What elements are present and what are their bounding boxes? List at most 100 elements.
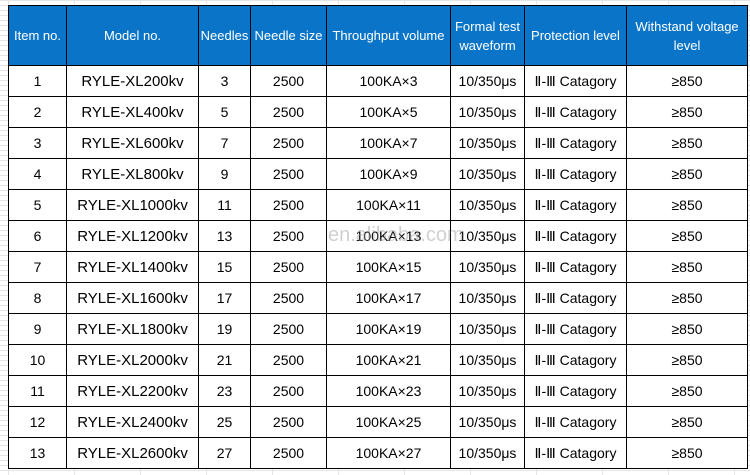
table-cell: RYLE-XL2400kv bbox=[66, 406, 199, 438]
table-cell: 10/350μs bbox=[450, 127, 525, 159]
header-cell: Item no. bbox=[8, 5, 67, 66]
table-cell: RYLE-XL200kv bbox=[66, 65, 199, 97]
table-row: 13 RYLE-XL2600kv 27 2500 100KA×27 10/350μs Ⅱ-Ⅲ… bbox=[8, 437, 748, 469]
table-cell: Ⅱ-Ⅲ Catagory bbox=[524, 127, 627, 159]
table-cell: 10/350μs bbox=[450, 313, 525, 345]
table-cell: 21 bbox=[198, 344, 251, 376]
table-cell: 100KA×9 bbox=[326, 158, 451, 190]
table-cell: 10/350μs bbox=[450, 282, 525, 314]
table-cell: 10/350μs bbox=[450, 344, 525, 376]
table-cell: RYLE-XL1000kv bbox=[66, 189, 199, 221]
table-cell: 11 bbox=[198, 189, 251, 221]
table-cell: 10/350μs bbox=[450, 96, 525, 128]
table-cell: Ⅱ-Ⅲ Catagory bbox=[524, 313, 627, 345]
table-cell: ≥850 bbox=[626, 127, 748, 159]
table-cell: ≥850 bbox=[626, 344, 748, 376]
table-cell: 10/350μs bbox=[450, 65, 525, 97]
table-cell: 3 bbox=[8, 127, 67, 159]
table-cell: 19 bbox=[198, 313, 251, 345]
table-cell: 100KA×15 bbox=[326, 251, 451, 283]
table-cell: 3 bbox=[198, 65, 251, 97]
header-row: Item no. Model no. Needles Needle size Throu… bbox=[8, 5, 748, 66]
table-cell: 5 bbox=[198, 96, 251, 128]
table-cell: 2 bbox=[8, 96, 67, 128]
table-body: 1 RYLE-XL200kv 3 2500 100KA×3 10/350μs Ⅱ-Ⅲ Cat… bbox=[8, 65, 748, 469]
table-cell: 10/350μs bbox=[450, 189, 525, 221]
table-cell: 9 bbox=[8, 313, 67, 345]
table-cell: ≥850 bbox=[626, 406, 748, 438]
table-row: 5 RYLE-XL1000kv 11 2500 100KA×11 10/350μs Ⅱ-Ⅲ … bbox=[8, 189, 748, 221]
table-row: 9 RYLE-XL1800kv 19 2500 100KA×19 10/350μs Ⅱ-Ⅲ … bbox=[8, 313, 748, 345]
table-cell: ≥850 bbox=[626, 282, 748, 314]
table-cell: 7 bbox=[198, 127, 251, 159]
table-cell: ≥850 bbox=[626, 158, 748, 190]
table-cell: 23 bbox=[198, 375, 251, 407]
table-cell: RYLE-XL600kv bbox=[66, 127, 199, 159]
table-cell: 10/350μs bbox=[450, 158, 525, 190]
table-cell: 15 bbox=[198, 251, 251, 283]
header-cell: Formal test waveform bbox=[450, 5, 525, 66]
table-cell: 100KA×27 bbox=[326, 437, 451, 469]
table-cell: RYLE-XL1200kv bbox=[66, 220, 199, 252]
table-cell: 1 bbox=[8, 65, 67, 97]
table-cell: 2500 bbox=[250, 65, 327, 97]
header-cell: Withstand voltage level bbox=[626, 5, 748, 66]
table-cell: 2500 bbox=[250, 375, 327, 407]
header-cell: Protection level bbox=[524, 5, 627, 66]
table-cell: 6 bbox=[8, 220, 67, 252]
table-cell: Ⅱ-Ⅲ Catagory bbox=[524, 251, 627, 283]
table-cell: 100KA×17 bbox=[326, 282, 451, 314]
table-cell: RYLE-XL2000kv bbox=[66, 344, 199, 376]
table-cell: ≥850 bbox=[626, 251, 748, 283]
table-cell: Ⅱ-Ⅲ Catagory bbox=[524, 220, 627, 252]
table-cell: ≥850 bbox=[626, 189, 748, 221]
table-row: 2 RYLE-XL400kv 5 2500 100KA×5 10/350μs Ⅱ-Ⅲ Cat… bbox=[8, 96, 748, 128]
header-cell: Throughput volume bbox=[326, 5, 451, 66]
table-cell: Ⅱ-Ⅲ Catagory bbox=[524, 282, 627, 314]
table-cell: 10/350μs bbox=[450, 437, 525, 469]
table-cell: 2500 bbox=[250, 437, 327, 469]
table-cell: Ⅱ-Ⅲ Catagory bbox=[524, 406, 627, 438]
table-row: 12 RYLE-XL2400kv 25 2500 100KA×25 10/350μs Ⅱ-Ⅲ… bbox=[8, 406, 748, 438]
table-row: 1 RYLE-XL200kv 3 2500 100KA×3 10/350μs Ⅱ-Ⅲ Cat… bbox=[8, 65, 748, 97]
table-cell: 2500 bbox=[250, 282, 327, 314]
table-row: 6 RYLE-XL1200kv 13 2500 100KA×13 10/350μs Ⅱ-Ⅲ … bbox=[8, 220, 748, 252]
table-cell: 2500 bbox=[250, 406, 327, 438]
table-cell: RYLE-XL2600kv bbox=[66, 437, 199, 469]
table-cell: 5 bbox=[8, 189, 67, 221]
table-cell: 10/350μs bbox=[450, 406, 525, 438]
table-cell: ≥850 bbox=[626, 375, 748, 407]
table-cell: ≥850 bbox=[626, 65, 748, 97]
table-row: 3 RYLE-XL600kv 7 2500 100KA×7 10/350μs Ⅱ-Ⅲ Cat… bbox=[8, 127, 748, 159]
table-cell: Ⅱ-Ⅲ Catagory bbox=[524, 189, 627, 221]
table-cell: 27 bbox=[198, 437, 251, 469]
table-cell: 10/350μs bbox=[450, 251, 525, 283]
table-cell: ≥850 bbox=[626, 220, 748, 252]
table-cell: RYLE-XL800kv bbox=[66, 158, 199, 190]
header-cell: Needle size bbox=[250, 5, 327, 66]
table-cell: 9 bbox=[198, 158, 251, 190]
table-cell: 100KA×7 bbox=[326, 127, 451, 159]
table-row: 8 RYLE-XL1600kv 17 2500 100KA×17 10/350μs Ⅱ-Ⅲ … bbox=[8, 282, 748, 314]
table-cell: Ⅱ-Ⅲ Catagory bbox=[524, 375, 627, 407]
table-cell: 100KA×13 bbox=[326, 220, 451, 252]
table-cell: 2500 bbox=[250, 220, 327, 252]
table-cell: 12 bbox=[8, 406, 67, 438]
table-cell: 25 bbox=[198, 406, 251, 438]
table-cell: 100KA×19 bbox=[326, 313, 451, 345]
table-cell: RYLE-XL2200kv bbox=[66, 375, 199, 407]
table-cell: ≥850 bbox=[626, 96, 748, 128]
header-cell: Needles bbox=[198, 5, 251, 66]
table-cell: Ⅱ-Ⅲ Catagory bbox=[524, 158, 627, 190]
table-cell: 100KA×11 bbox=[326, 189, 451, 221]
table-cell: 100KA×23 bbox=[326, 375, 451, 407]
table-cell: 10 bbox=[8, 344, 67, 376]
table-row: 11 RYLE-XL2200kv 23 2500 100KA×23 10/350μs Ⅱ-Ⅲ… bbox=[8, 375, 748, 407]
table-cell: RYLE-XL400kv bbox=[66, 96, 199, 128]
table-cell: 10/350μs bbox=[450, 220, 525, 252]
table-cell: ≥850 bbox=[626, 313, 748, 345]
table-cell: 100KA×3 bbox=[326, 65, 451, 97]
table-cell: RYLE-XL1800kv bbox=[66, 313, 199, 345]
table-row: 4 RYLE-XL800kv 9 2500 100KA×9 10/350μs Ⅱ-Ⅲ Cat… bbox=[8, 158, 748, 190]
